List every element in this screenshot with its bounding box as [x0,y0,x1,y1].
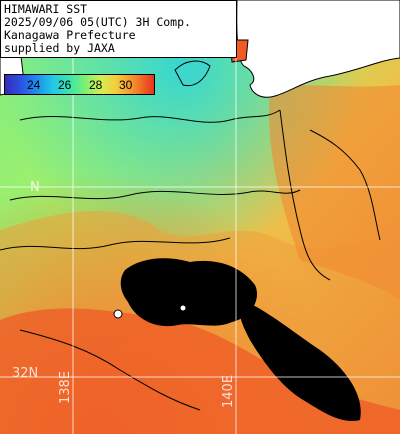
land-kanto [236,0,400,98]
shelf-area [174,60,211,87]
lat-label-32n: 32N [12,366,39,381]
legend-label-26: 26 [58,78,72,92]
legend-label-30: 30 [119,78,133,92]
cloud-mask-south [238,300,361,421]
lon-label-140e: 140E [221,374,236,408]
island-oshima [113,309,123,319]
east-warm-pool [269,85,400,300]
temperature-legend: 24 26 28 30 [4,74,155,95]
title-box: HIMAWARI SST 2025/09/06 05(UTC) 3H Comp. K… [0,0,237,58]
legend-label-24: 24 [27,78,41,92]
island-niijima [179,304,187,312]
title-line-3: Kanagawa Prefecture [4,28,136,42]
legend-label-28: 28 [89,78,103,92]
hot-band [0,308,400,434]
title-line-1: HIMAWARI SST [4,2,88,16]
lon-label-138e: 138E [58,370,73,404]
lat-label-north: N [30,180,40,195]
title-line-2: 2025/09/06 05(UTC) 3H Comp. [4,15,191,29]
title-line-4: supplied by JAXA [4,41,115,55]
isotherm-contours [0,109,381,411]
cloud-mask-central [120,258,258,327]
